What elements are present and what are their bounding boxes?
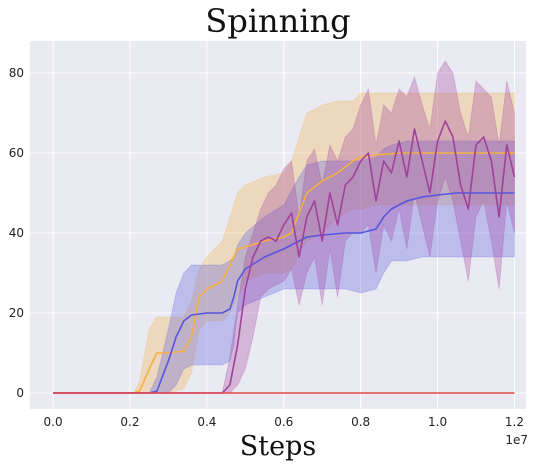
x-axis-scale-exponent: 1e7 — [505, 433, 528, 447]
chart-title: Spinning — [205, 2, 350, 40]
series-2-line — [53, 192, 515, 394]
x-tick-label: 1.2 — [505, 415, 524, 429]
y-tick-label: 20 — [9, 306, 24, 320]
series-1-band — [53, 92, 515, 394]
series-3-line — [53, 120, 516, 394]
y-tick-label: 0 — [16, 386, 24, 400]
y-tick-label: 40 — [9, 226, 24, 240]
series-1-line — [53, 152, 515, 394]
y-tick-label: 60 — [9, 146, 24, 160]
x-tick-label: 1.0 — [428, 415, 447, 429]
x-tick-label: 0.0 — [44, 415, 63, 429]
y-tick-label: 80 — [9, 66, 24, 80]
x-tick-label: 0.6 — [274, 415, 293, 429]
x-tick-label: 0.4 — [197, 415, 216, 429]
x-axis-label: Steps — [240, 431, 316, 462]
x-tick-label: 0.8 — [351, 415, 370, 429]
plot-background — [30, 41, 526, 409]
y-tick-labels: 0 20 40 60 80 — [9, 66, 24, 400]
x-tick-labels: 0.0 0.2 0.4 0.6 0.8 1.0 1.2 — [44, 415, 524, 429]
series-lines — [53, 120, 516, 394]
x-tick-label: 0.2 — [120, 415, 139, 429]
